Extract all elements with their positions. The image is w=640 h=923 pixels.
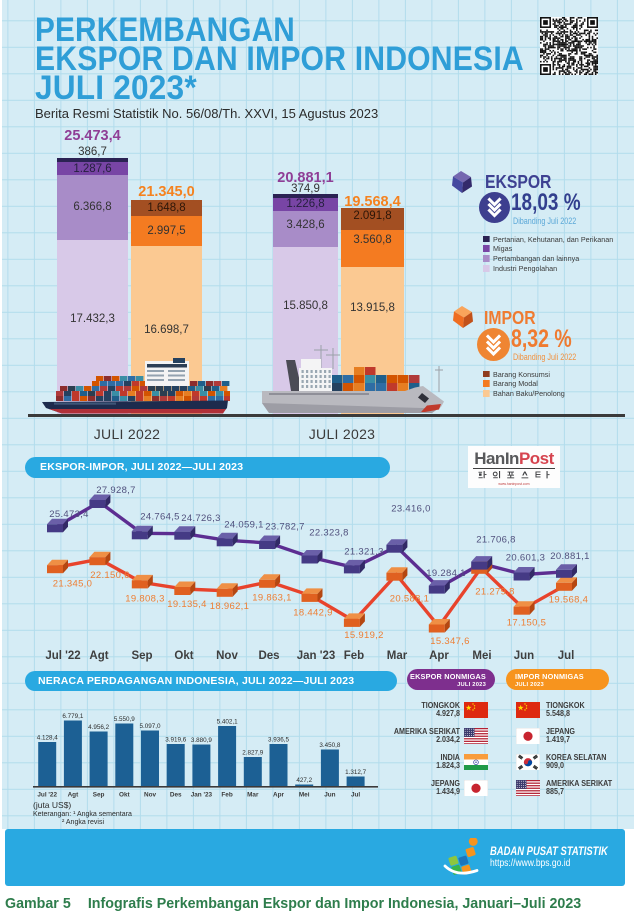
svg-text:3.880,9: 3.880,9 bbox=[191, 737, 213, 744]
svg-text:427,2: 427,2 bbox=[296, 777, 312, 784]
svg-text:Mei: Mei bbox=[472, 650, 491, 662]
svg-text:19.135,4: 19.135,4 bbox=[167, 599, 206, 610]
svg-text:Jan '23: Jan '23 bbox=[297, 650, 336, 662]
svg-text:5.097,0: 5.097,0 bbox=[139, 723, 161, 730]
svg-text:Apr: Apr bbox=[429, 650, 449, 662]
svg-text:19.863,1: 19.863,1 bbox=[252, 593, 291, 604]
svg-text:Nov: Nov bbox=[144, 792, 157, 799]
svg-text:5.402,1: 5.402,1 bbox=[217, 719, 239, 726]
svg-text:Sep: Sep bbox=[93, 792, 105, 799]
svg-text:20.601,3: 20.601,3 bbox=[506, 553, 545, 564]
svg-text:24.059,1: 24.059,1 bbox=[224, 520, 263, 531]
svg-text:24.726,3: 24.726,3 bbox=[181, 513, 220, 524]
svg-text:22.150,6: 22.150,6 bbox=[90, 570, 129, 581]
svg-text:Jul: Jul bbox=[351, 792, 360, 799]
svg-text:18.962,1: 18.962,1 bbox=[210, 601, 249, 612]
svg-text:15.347,6: 15.347,6 bbox=[430, 636, 469, 647]
svg-text:Mar: Mar bbox=[387, 650, 408, 662]
svg-text:Jul '22: Jul '22 bbox=[45, 650, 80, 662]
svg-text:24.764,5: 24.764,5 bbox=[140, 512, 179, 523]
svg-text:Jul '22: Jul '22 bbox=[37, 792, 57, 799]
svg-text:Agt: Agt bbox=[89, 650, 108, 662]
svg-text:Mar: Mar bbox=[247, 792, 259, 799]
svg-text:3.919,6: 3.919,6 bbox=[165, 737, 187, 744]
svg-text:Des: Des bbox=[258, 650, 279, 662]
svg-text:19.568,4: 19.568,4 bbox=[549, 595, 588, 606]
svg-text:Jan '23: Jan '23 bbox=[191, 792, 213, 799]
svg-text:17.150,5: 17.150,5 bbox=[507, 618, 546, 629]
svg-text:6.779,1: 6.779,1 bbox=[62, 713, 84, 720]
svg-text:Feb: Feb bbox=[221, 792, 232, 799]
svg-text:19.284,1: 19.284,1 bbox=[426, 568, 465, 579]
svg-text:Sep: Sep bbox=[131, 650, 152, 662]
svg-text:5.550,9: 5.550,9 bbox=[114, 716, 136, 723]
svg-text:Agt: Agt bbox=[68, 792, 80, 799]
svg-text:21.706,8: 21.706,8 bbox=[476, 535, 515, 546]
svg-text:Apr: Apr bbox=[273, 792, 285, 799]
svg-text:Okt: Okt bbox=[119, 792, 131, 799]
svg-text:2.827,9: 2.827,9 bbox=[242, 750, 264, 757]
svg-text:3.936,5: 3.936,5 bbox=[268, 737, 290, 744]
svg-text:20.588,1: 20.588,1 bbox=[390, 594, 429, 605]
svg-text:27.928,7: 27.928,7 bbox=[96, 485, 135, 496]
svg-text:22.323,8: 22.323,8 bbox=[309, 528, 348, 539]
svg-text:23.416,0: 23.416,0 bbox=[391, 504, 430, 515]
svg-text:Mei: Mei bbox=[299, 792, 310, 799]
svg-text:Jun: Jun bbox=[514, 650, 534, 662]
svg-text:21.279,8: 21.279,8 bbox=[475, 587, 514, 598]
svg-text:3.450,8: 3.450,8 bbox=[319, 742, 341, 749]
svg-text:18.442,9: 18.442,9 bbox=[293, 608, 332, 619]
svg-text:15.919,2: 15.919,2 bbox=[344, 630, 383, 641]
svg-text:Okt: Okt bbox=[174, 650, 193, 662]
svg-text:Des: Des bbox=[170, 792, 182, 799]
svg-text:Jun: Jun bbox=[324, 792, 335, 799]
svg-text:20.881,1: 20.881,1 bbox=[550, 551, 589, 562]
svg-text:4.956,2: 4.956,2 bbox=[88, 724, 110, 731]
svg-text:25.473,4: 25.473,4 bbox=[49, 509, 88, 520]
svg-text:21.345,0: 21.345,0 bbox=[53, 579, 92, 590]
svg-text:21.321,3: 21.321,3 bbox=[344, 547, 383, 558]
svg-text:Feb: Feb bbox=[344, 650, 364, 662]
svg-text:1.312,7: 1.312,7 bbox=[345, 769, 367, 776]
svg-text:Jul: Jul bbox=[558, 650, 575, 662]
svg-text:Nov: Nov bbox=[216, 650, 238, 662]
svg-text:23.782,7: 23.782,7 bbox=[265, 522, 304, 533]
svg-text:4.128,4: 4.128,4 bbox=[37, 735, 59, 742]
svg-text:19.808,3: 19.808,3 bbox=[125, 594, 164, 605]
